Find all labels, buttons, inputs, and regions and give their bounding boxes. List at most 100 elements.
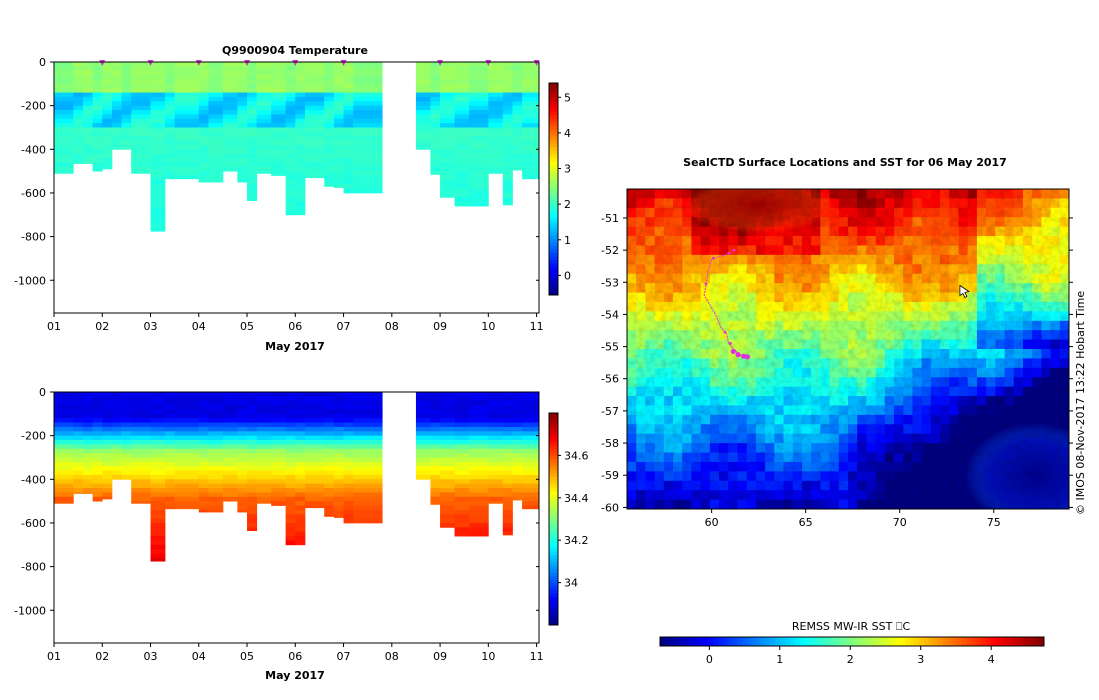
salinity-cell (333, 422, 344, 428)
map-colorbar-segment (880, 637, 887, 646)
salinity-cell (102, 457, 113, 463)
salinity-cell (512, 488, 523, 493)
temperature-cell (92, 66, 103, 72)
salinity-cell (111, 474, 122, 480)
salinity-cell (430, 431, 441, 437)
colorbar-segment (549, 203, 558, 208)
temperature-cell (208, 123, 224, 128)
map-colorbar-segment (664, 637, 671, 646)
salinity-cell (271, 426, 287, 432)
temperature-cell (131, 96, 151, 102)
temperature-cell (102, 162, 113, 168)
salinity-cell (454, 518, 470, 524)
salinity-cell (512, 400, 523, 406)
salinity-cell (353, 413, 383, 419)
salinity-cell (150, 418, 166, 423)
salinity-cell (440, 413, 455, 419)
salinity-cell (488, 448, 504, 454)
temperature-cell (353, 153, 383, 159)
temperature-cell (150, 219, 166, 224)
seal-surfacing (723, 330, 727, 334)
salinity-cell (333, 409, 344, 415)
temperature-cell (111, 101, 122, 107)
temperature-cell (165, 140, 176, 146)
colorbar-segment (549, 220, 558, 225)
salinity-cell (454, 457, 470, 463)
temperature-cell (54, 101, 74, 107)
salinity-cell (271, 440, 287, 445)
salinity-cell (304, 483, 325, 489)
salinity-cell (92, 418, 103, 423)
colorbar-segment (549, 504, 558, 509)
salinity-cell (73, 418, 84, 423)
salinity-cell (256, 400, 272, 406)
temperature-cell (150, 140, 166, 146)
temperature-cell (237, 144, 248, 150)
salinity-cell (285, 457, 296, 463)
salinity-cell (150, 405, 166, 410)
temperature-cell (165, 62, 176, 67)
temperature-cell (295, 149, 306, 155)
temperature-cell (285, 75, 296, 80)
temperature-cell (343, 184, 354, 189)
salinity-cell (208, 400, 224, 406)
temperature-cell (324, 96, 335, 102)
temperature-cell (488, 79, 504, 85)
temperature-cell (469, 70, 489, 76)
temperature-cell (198, 123, 209, 128)
salinity-cell (92, 405, 103, 410)
temperature-cell (502, 79, 513, 85)
salinity-cell (165, 453, 176, 458)
temperature-cell (198, 175, 209, 181)
temperature-cell (430, 114, 441, 120)
temperature-cell (237, 179, 248, 183)
temperature-cell (343, 188, 354, 194)
salinity-cell (454, 444, 470, 450)
salinity-cell (198, 431, 209, 437)
temperature-cell (440, 162, 455, 168)
map-y-tick-label: -52 (601, 244, 619, 257)
temperature-cell (454, 166, 470, 172)
salinity-cell (111, 413, 122, 419)
temperature-cell (92, 92, 103, 98)
salinity-cell (440, 453, 455, 458)
salinity-cell (208, 474, 224, 480)
salinity-cell (285, 426, 296, 432)
map-colorbar-segment (751, 637, 757, 646)
salinity-cell (256, 501, 272, 504)
temperature-cell (111, 127, 122, 133)
temperature-cell (454, 201, 470, 207)
temperature-cell (353, 114, 383, 120)
temperature-cell (488, 153, 504, 159)
salinity-cell (102, 479, 113, 485)
temperature-cell (102, 149, 113, 155)
salinity-cell (121, 448, 132, 454)
temperature-cell (295, 92, 306, 98)
salinity-cell (102, 418, 113, 423)
salinity-cell (150, 426, 166, 432)
temperature-cell (415, 136, 431, 141)
temperature-cell (92, 166, 103, 172)
temperature-cell (333, 162, 344, 168)
salinity-cell (150, 536, 166, 541)
salinity-cell (512, 396, 523, 402)
salinity-cell (165, 474, 176, 480)
salinity-cell (285, 509, 296, 515)
temperature-cell (150, 184, 166, 189)
temperature-cell (522, 79, 539, 85)
y-tick-label: -600 (21, 517, 46, 530)
salinity-cell (198, 509, 209, 513)
salinity-cell (295, 514, 306, 519)
salinity-cell (324, 426, 335, 432)
temperature-cell (222, 123, 238, 128)
map-colorbar-segment (976, 637, 983, 646)
salinity-cell (333, 509, 344, 515)
salinity-cell (256, 448, 272, 454)
salinity-cell (131, 392, 151, 397)
temperature-cell (353, 79, 383, 85)
temperature-cell (247, 127, 258, 133)
temperature-cell (454, 197, 470, 203)
temperature-cell (522, 66, 539, 72)
salinity-cell (150, 435, 166, 441)
colorbar-segment (549, 508, 558, 513)
